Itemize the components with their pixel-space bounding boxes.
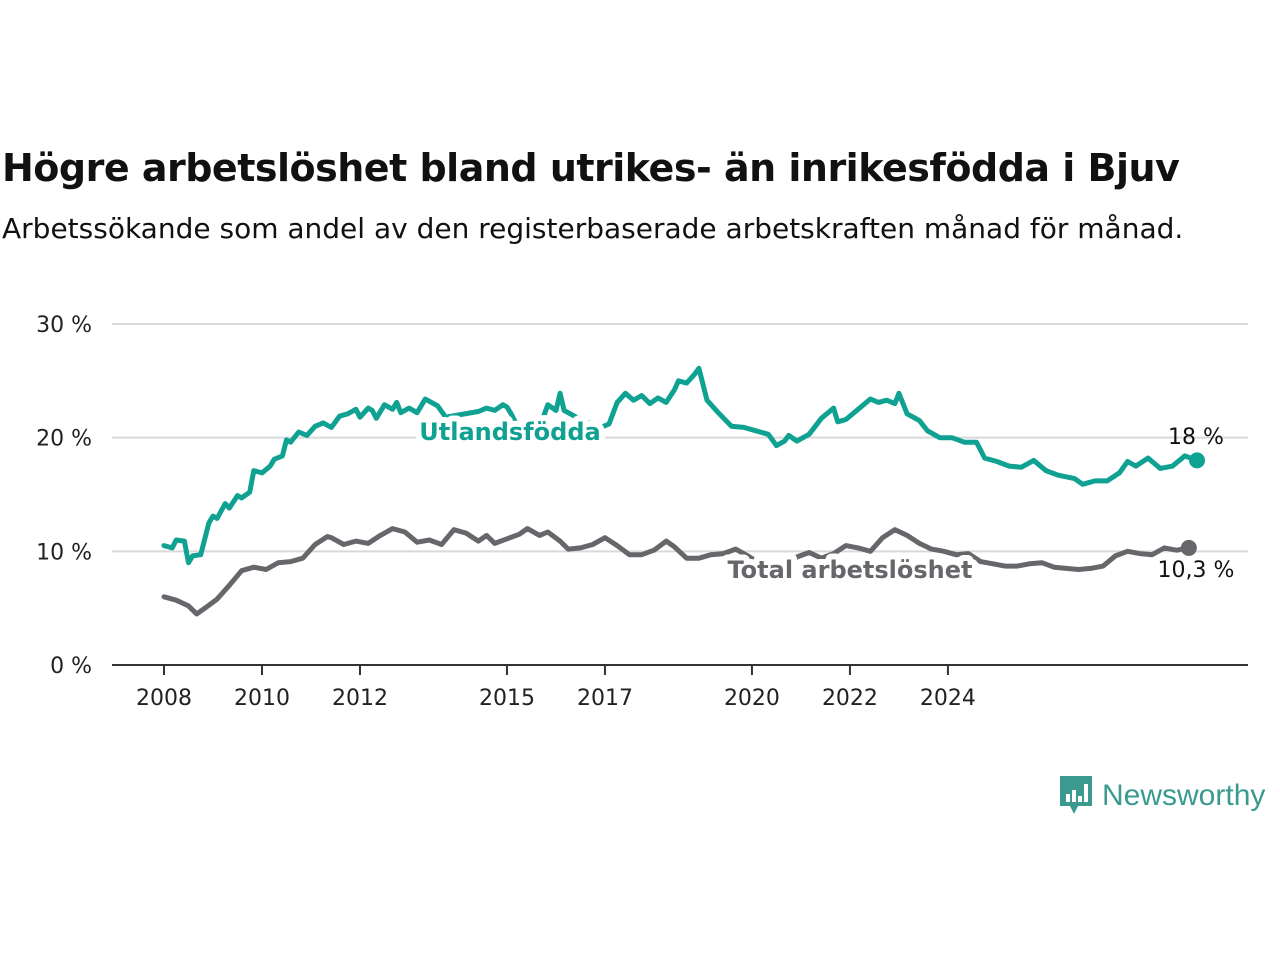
grid-lines — [112, 323, 1248, 553]
series-line-1 — [161, 526, 1192, 617]
series-lines — [161, 365, 1205, 617]
chart-subtitle: Arbetssökande som andel av den registerb… — [2, 212, 1184, 245]
series-end-value-0: 18 % — [1168, 425, 1224, 450]
newsworthy-logo[interactable]: Newsworthy — [1058, 774, 1265, 818]
x-tick-label: 2012 — [332, 686, 388, 711]
x-tick-label: 2008 — [136, 686, 192, 711]
y-axis: 0 % 10 % 20 % 30 % — [36, 313, 92, 679]
x-tick-label: 2017 — [577, 686, 633, 711]
series-line-0 — [161, 365, 1200, 566]
y-tick-label: 30 % — [36, 313, 92, 338]
x-tick-label: 2015 — [479, 686, 535, 711]
chart-title: Högre arbetslöshet bland utrikes- än inr… — [2, 146, 1180, 190]
series-label-0: Utlandsfödda — [419, 418, 600, 446]
series-end-marker-1 — [1180, 539, 1197, 556]
x-tick-label: 2024 — [920, 686, 976, 711]
y-tick-label: 20 % — [36, 427, 92, 452]
x-tick-label: 2022 — [822, 686, 878, 711]
x-axis: 2008 2010 2012 2015 2017 2020 2022 2024 — [112, 664, 1248, 711]
x-tick-label: 2010 — [234, 686, 290, 711]
series-label-halo: Utlandsfödda — [419, 418, 600, 446]
series-end-marker-0 — [1189, 452, 1205, 469]
newsworthy-chart-bubble-icon — [1060, 776, 1092, 814]
series-label-1: Total arbetslöshet — [727, 556, 972, 584]
y-tick-label: 0 % — [50, 654, 92, 679]
series-end-value-1: 10,3 % — [1158, 558, 1235, 583]
x-tick-label: 2020 — [724, 686, 780, 711]
y-tick-label: 10 % — [36, 540, 92, 565]
series-label-halo: Total arbetslöshet — [727, 556, 972, 584]
logo-text: Newsworthy — [1102, 779, 1266, 812]
